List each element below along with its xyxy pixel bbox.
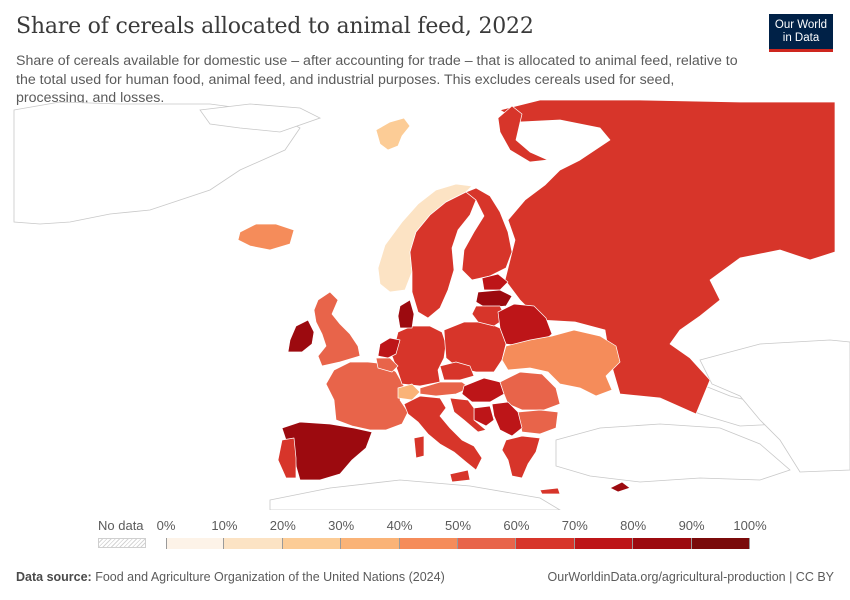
legend-tick-label: 70% [561, 518, 588, 533]
legend-tick-label: 30% [328, 518, 355, 533]
legend-bin-0[interactable] [166, 538, 225, 549]
cyprus-region[interactable]: Cyprus: 80% [609, 481, 631, 493]
middle-east-outline [699, 339, 850, 473]
chart-title: Share of cereals allocated to animal fee… [16, 14, 534, 39]
sweden-region[interactable]: Sweden: 65% [409, 191, 477, 319]
croatia-region[interactable]: Croatia: 68% [449, 397, 487, 433]
denmark-region[interactable]: Denmark: 86% [397, 299, 415, 329]
logo-line-1: Our World [774, 19, 828, 31]
czechia-region[interactable]: Czechia: 65% [439, 361, 475, 381]
legend-bin-5[interactable] [458, 538, 517, 549]
no-data-label: No data [98, 518, 144, 533]
legend-tick-label: 0% [156, 518, 176, 533]
color-legend: No data 0% 10% 20% 30% 40% 50% 60% 70% 80% 90% 100… [0, 512, 850, 552]
turkey-outline [555, 423, 791, 483]
legend-bin-1[interactable] [224, 538, 283, 549]
greenland-outline [13, 101, 301, 225]
ukraine-region[interactable]: Ukraine: 47% [501, 329, 621, 397]
source-label: Data source: [16, 570, 92, 584]
russia-region[interactable]: Russia: 67% [499, 100, 836, 415]
legend-tick-label: 10% [211, 518, 238, 533]
romania-region[interactable]: Romania: 55% [499, 371, 561, 411]
portugal-region[interactable]: Portugal: 62% [277, 437, 297, 479]
logo-line-2: in Data [782, 31, 820, 44]
footer-url[interactable]: OurWorldinData.org/agricultural-producti… [547, 570, 834, 584]
estonia-region[interactable]: Estonia: 72% [481, 273, 509, 291]
iceland-region[interactable]: Iceland: 43% [237, 223, 295, 251]
svalbard-region[interactable]: Svalbard: 22% [375, 117, 411, 151]
data-source: Data source: Food and Agriculture Organi… [16, 570, 445, 584]
legend-bin-7[interactable] [574, 538, 634, 549]
no-data-swatch[interactable] [98, 538, 146, 548]
owid-logo[interactable]: Our World in Data [769, 14, 833, 52]
serbia-region[interactable]: Serbia: 74% [491, 401, 523, 437]
italy-region[interactable]: Italy: 61% [403, 395, 483, 471]
legend-bin-8[interactable] [633, 538, 692, 549]
latvia-region[interactable]: Latvia: 80% [475, 289, 513, 309]
novaya-zemlya-region[interactable]: Russia: 67% [497, 105, 549, 163]
legend-bin-4[interactable] [399, 538, 458, 549]
legend-tick-label: 40% [386, 518, 413, 533]
switzerland-region[interactable]: Switzerland: 33% [397, 383, 421, 401]
no-data-land [13, 101, 850, 510]
legend-bin-6[interactable] [516, 538, 575, 549]
great-britain-region[interactable]: United Kingdom: 55% [313, 291, 361, 367]
chart-subtitle: Share of cereals available for domestic … [16, 53, 738, 106]
france-region[interactable]: France: 53% [325, 361, 409, 431]
netherlands-region[interactable]: Netherlands: 78% [377, 337, 401, 359]
legend-tick-label: 60% [503, 518, 530, 533]
ireland-region[interactable]: Ireland: 88% [287, 319, 315, 353]
north-africa-outline [269, 479, 561, 510]
crete-region[interactable]: Greece: 65% [539, 487, 561, 495]
legend-tick-label: 100% [733, 518, 767, 533]
sicily-region[interactable]: Italy: 61% [449, 469, 471, 483]
greece-region[interactable]: Greece: 65% [501, 435, 541, 479]
legend-tick-label: 80% [620, 518, 647, 533]
legend-bin-9[interactable] [691, 538, 750, 549]
hungary-region[interactable]: Hungary: 76% [461, 377, 505, 403]
data-countries: Russia: 67% Russia: 67% Norway: 18% Swed… [237, 100, 836, 495]
germany-region[interactable]: Germany: 66% [391, 325, 447, 387]
legend-tick-label: 90% [678, 518, 705, 533]
europe-map: Russia: 67% Russia: 67% Norway: 18% Swed… [13, 100, 850, 510]
bulgaria-region[interactable]: Bulgaria: 54% [517, 409, 559, 435]
legend-tick-label: 20% [269, 518, 296, 533]
sardinia-region[interactable]: Italy: 61% [413, 435, 425, 459]
legend-bin-2[interactable] [282, 538, 342, 549]
lithuania-region[interactable]: Lithuania: 66% [471, 305, 507, 327]
legend-tick-label: 50% [444, 518, 472, 533]
belgium-region[interactable]: Belgium: 58% [375, 357, 399, 373]
legend-bin-3[interactable] [341, 538, 400, 549]
source-text[interactable]: Food and Agriculture Organization of the… [95, 570, 445, 584]
arctic-island-outline [199, 103, 322, 133]
